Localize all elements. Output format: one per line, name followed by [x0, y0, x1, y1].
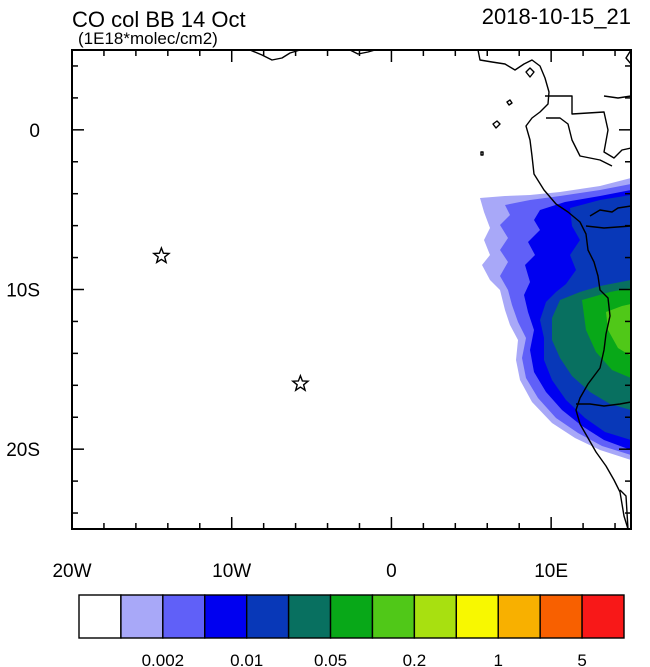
y-tick-label: 20S [6, 440, 40, 461]
coastlines [249, 50, 631, 529]
valid-time: 2018-10-15_21 [482, 4, 631, 29]
axis-ticks [71, 50, 631, 529]
star-marker-st-helena [290, 373, 310, 392]
co-plume-light-green [606, 304, 631, 356]
colorbar-box [581, 594, 625, 639]
colorbar-box [539, 594, 583, 639]
colorbar-box [245, 594, 290, 639]
colorbar-box [120, 594, 164, 639]
colorbar-label: 0.05 [314, 651, 347, 667]
x-tick-label: 10W [212, 561, 251, 582]
colorbar-box [497, 594, 541, 639]
x-tick-label: 10E [534, 561, 568, 582]
colorbar-label: 0.002 [142, 651, 185, 667]
stations [151, 246, 310, 392]
star-marker-ascension [151, 246, 171, 264]
colorbar-box [413, 594, 458, 639]
colorbar-box [455, 594, 499, 639]
colorbar-label: 1 [493, 651, 502, 667]
colorbar-labels: 0.002 0.01 0.05 0.2 1 5 [142, 651, 587, 667]
colorbar [78, 594, 625, 639]
colorbar-label: 0.2 [403, 651, 427, 667]
y-tick-labels: 0 10S 20S [6, 121, 40, 461]
map-units: (1E18*molec/cm2) [78, 29, 218, 48]
colorbar-box [78, 594, 122, 639]
y-tick-label: 0 [29, 121, 40, 142]
x-tick-label: 0 [386, 561, 397, 582]
y-tick-label: 10S [6, 281, 40, 302]
colorbar-box [329, 594, 374, 639]
x-tick-labels: 20W 10W 0 10E [52, 561, 568, 582]
colorbar-box [204, 594, 248, 639]
x-tick-label: 20W [52, 561, 91, 582]
colorbar-box [162, 594, 206, 639]
colorbar-box [371, 594, 416, 639]
colorbar-label: 0.01 [230, 651, 263, 667]
colorbar-box [287, 594, 332, 639]
colorbar-label: 5 [577, 651, 586, 667]
map-area [72, 50, 631, 529]
map-title: CO col BB 14 Oct [72, 7, 246, 32]
